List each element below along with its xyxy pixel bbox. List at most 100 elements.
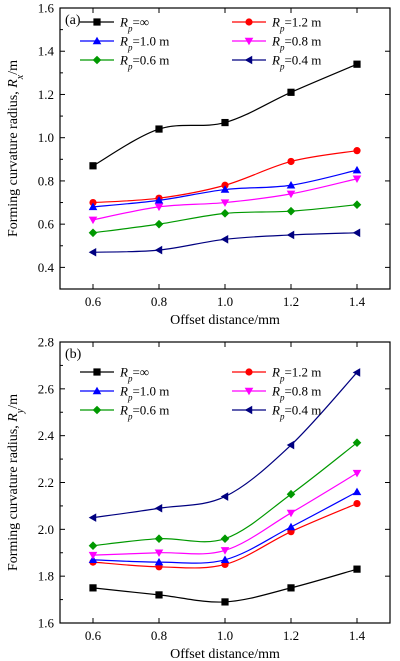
data-point [88,216,98,225]
y-tick-label: 1.0 [38,130,54,145]
legend-entry: Rp=1.0 m [80,384,169,403]
data-point [154,557,164,566]
legend-label: Rp=1.2 m [271,365,321,384]
series-line [92,232,358,253]
data-point [286,230,295,240]
legend: Rp=∞ Rp=1.2 m Rp=1.0 m Rp=0.8 m Rp=0.6 m Rp=0… [80,15,321,72]
x-tick-label: 1.2 [283,294,299,309]
data-point [353,565,361,573]
legend-label: Rp=1.0 m [119,384,169,403]
legend: Rp=∞ Rp=1.2 m Rp=1.0 m Rp=0.8 m Rp=0.6 m Rp=0… [80,365,321,422]
series-3 [88,469,362,560]
legend-marker [92,55,102,65]
series-4 [88,438,362,551]
legend-marker [92,405,102,415]
x-tick-label: 0.6 [85,628,102,643]
panel-label: (b) [65,347,82,362]
legend-entry: Rp=1.0 m [80,34,169,53]
x-tick-label: 0.6 [85,294,102,309]
data-point [352,487,362,496]
y-tick-label: 2.6 [38,381,55,396]
data-point [353,60,361,68]
series-line [92,63,358,167]
data-point [154,534,164,543]
data-point [88,247,97,257]
panel-label: (a) [65,13,81,28]
legend-label: Rp=1.2 m [271,15,321,34]
y-tick-label: 0.6 [38,217,55,232]
data-point [221,598,229,606]
legend-marker [92,386,102,395]
x-tick-label: 1.0 [217,294,233,309]
legend-label: Rp=0.6 m [119,403,169,422]
y-tick-label: 0.4 [38,260,55,275]
y-tick-label: 1.8 [38,569,54,584]
series-5 [88,228,361,257]
legend-label: Rp=0.4 m [271,53,321,72]
data-point [89,198,97,207]
data-point [88,513,97,522]
legend-marker [245,18,253,26]
legend-label: Rp=∞ [119,365,149,384]
data-point [155,125,163,133]
data-point [352,200,362,209]
data-point [286,489,296,499]
series-line [92,150,358,204]
series-1 [89,147,361,207]
legend-entry: Rp=0.6 m [80,403,169,422]
chart-panel-b: 0.6 0.8 1.0 1.2 1.4 1.6 1.8 2.0 2.2 2.4 2.6 2.8 (b) O… [6,335,391,661]
legend-label: Rp=0.8 m [271,34,321,53]
data-point [286,522,296,531]
y-tick-label: 2.8 [38,335,54,350]
legend-label: Rp=0.6 m [119,53,169,72]
chart-panel-a: 0.6 0.8 1.0 1.2 1.4 0.4 0.6 0.8 1.0 1.2 1.4 1.6 (a) O… [6,1,391,328]
y-tick-label: 1.6 [38,1,55,16]
y-tick-label: 1.4 [38,44,55,59]
data-point [353,147,361,155]
legend-marker [93,368,101,376]
legend-entry: Rp=∞ [80,15,149,34]
y-axis-title: Forming curvature radius, Ry/m [6,394,26,571]
legend-entry: Rp=0.4 m [232,53,321,72]
data-point [220,492,229,501]
legend-marker [244,55,253,65]
data-point [154,203,164,212]
x-tick-label: 1.0 [217,628,233,643]
data-point [154,503,163,513]
series-4 [88,200,362,238]
data-point [220,555,230,563]
data-point [352,368,361,377]
x-axis-title: Offset distance/mm [170,313,280,328]
x-axis-title: Offset distance/mm [170,647,280,661]
legend-marker [93,18,101,26]
data-point [220,185,230,193]
y-tick-label: 1.2 [38,87,54,102]
data-point [88,541,98,551]
legend-entry: Rp=1.2 m [232,365,321,384]
data-point [221,118,229,127]
data-point [220,209,230,218]
data-point [286,190,296,199]
data-point [352,228,361,238]
data-point [154,196,164,204]
series-line [92,568,358,603]
legend-entry: Rp=0.8 m [232,34,321,53]
x-tick-label: 1.4 [349,294,366,309]
data-point [352,438,362,447]
data-point [287,157,295,166]
y-tick-label: 0.8 [38,173,54,188]
data-point [220,534,230,543]
y-tick-label: 1.6 [38,616,55,631]
legend-label: Rp=0.8 m [271,384,321,403]
legend-label: Rp=0.4 m [271,403,321,422]
data-point [154,549,164,558]
legend-marker [92,36,102,45]
series-0 [89,565,361,606]
legend-label: Rp=1.0 m [119,34,169,53]
data-point [353,499,361,508]
y-tick-label: 2.2 [38,475,54,490]
legend-marker [244,387,254,396]
data-point [89,584,97,592]
legend-marker [245,368,253,376]
legend-marker [244,37,254,46]
